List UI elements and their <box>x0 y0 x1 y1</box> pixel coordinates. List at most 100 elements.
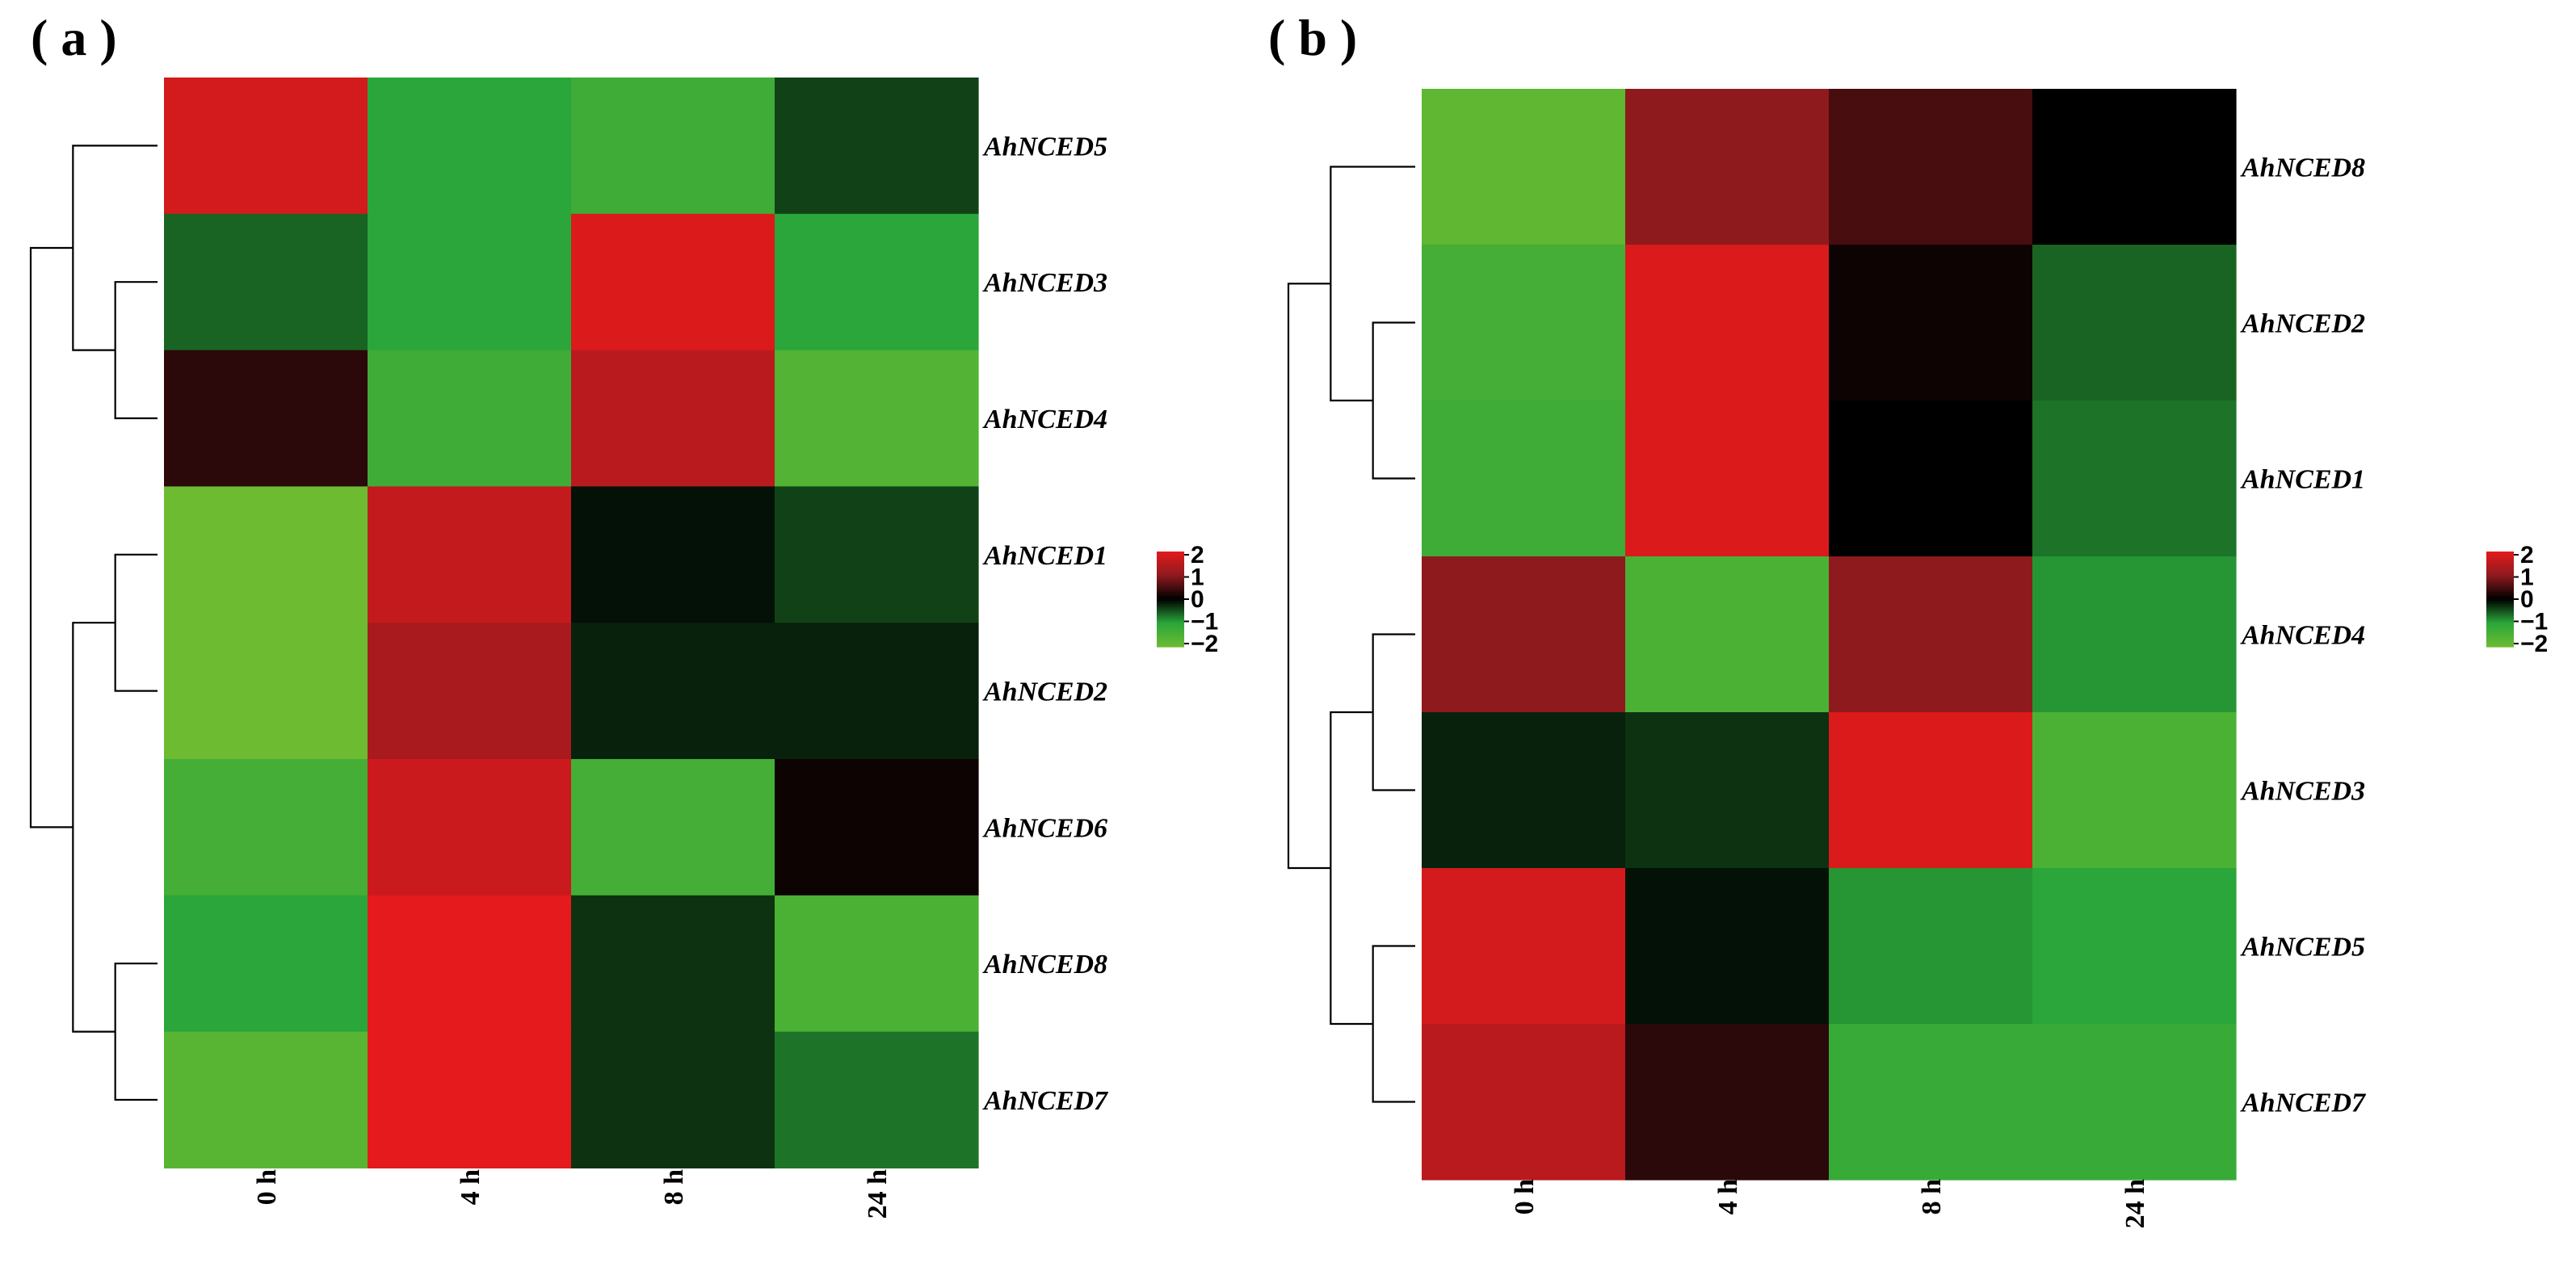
heatmap-cell-AhNCED8-8h <box>571 895 775 1033</box>
legend-color-step <box>1157 558 1184 562</box>
heatmap-cell-AhNCED1-8h <box>571 486 775 623</box>
legend-color-step <box>1157 568 1184 572</box>
legend-color-step <box>1157 623 1184 627</box>
legend-color-step <box>1157 553 1184 557</box>
legend-color-step <box>1157 620 1184 624</box>
legend-color-step <box>2486 610 2514 615</box>
heatmap-cell-AhNCED8-4h <box>368 895 572 1033</box>
legend-tick-label: 0 <box>1191 586 1204 613</box>
legend-color-step <box>2486 553 2514 557</box>
legend-tick-label: 2 <box>2520 542 2534 568</box>
heatmap-cell-AhNCED8-0h <box>1422 89 1626 245</box>
legend-tick-label: 1 <box>2520 564 2534 591</box>
heatmap-cell-AhNCED3-4h <box>368 213 572 351</box>
column-label: 4 h <box>1713 1179 1743 1215</box>
heatmap-cell-AhNCED6-4h <box>368 759 572 896</box>
heatmap-panel-b: ( b ) AhNCED8AhNCED2AhNCED1AhNCED4AhNCED… <box>1268 9 2548 1228</box>
panel-a-label: ( a ) <box>31 9 117 66</box>
panel-b-row-dendrogram <box>1287 166 1415 1103</box>
legend-color-step <box>2486 592 2514 595</box>
panel-b-heatmap-cells <box>1422 89 2237 1181</box>
legend-color-step <box>1157 637 1184 640</box>
heatmap-cell-AhNCED5-4h <box>1625 868 1830 1025</box>
heatmap-cell-AhNCED7-0h <box>1422 1024 1626 1181</box>
legend-tick-label: −1 <box>2520 609 2548 636</box>
legend-color-step <box>2486 606 2514 610</box>
dendrogram-branch <box>1330 711 1373 1026</box>
legend-tick-label: 2 <box>1191 542 1204 568</box>
panel-a-heatmap-cells <box>164 78 979 1168</box>
column-label: 0 h <box>252 1169 282 1206</box>
heatmap-cell-AhNCED6-8h <box>571 759 775 896</box>
heatmap-cell-AhNCED2-4h <box>1625 245 1830 401</box>
heatmap-cell-AhNCED3-0h <box>1422 712 1626 869</box>
heatmap-cell-AhNCED2-8h <box>571 623 775 760</box>
legend-color-step <box>2486 623 2514 627</box>
heatmap-cell-AhNCED7-8h <box>1829 1024 2033 1181</box>
legend-color-step <box>2486 558 2514 562</box>
heatmap-cell-AhNCED1-0h <box>164 486 368 623</box>
legend-color-step <box>2486 575 2514 579</box>
legend-color-step <box>1157 573 1184 577</box>
dendrogram-branch <box>29 246 74 828</box>
legend-color-step <box>2486 615 2514 619</box>
legend-color-step <box>1157 582 1184 585</box>
row-label: AhNCED7 <box>2240 1089 2367 1118</box>
heatmap-cell-AhNCED4-0h <box>1422 556 1626 713</box>
legend-color-step <box>1157 599 1184 602</box>
legend-color-step <box>2486 577 2514 581</box>
heatmap-cell-AhNCED2-4h <box>368 623 572 760</box>
legend-color-step <box>1157 613 1184 617</box>
row-label: AhNCED5 <box>982 132 1107 161</box>
legend-color-step <box>1157 560 1184 564</box>
legend-tick-label: −2 <box>2520 631 2548 657</box>
legend-tick-label: −2 <box>1191 631 1218 657</box>
heatmap-cell-AhNCED5-4h <box>368 78 572 215</box>
legend-color-step <box>1157 615 1184 619</box>
legend-color-step <box>2486 620 2514 624</box>
legend-color-step <box>1157 603 1184 607</box>
legend-color-step <box>1157 565 1184 569</box>
heatmap-cell-AhNCED8-24h <box>775 895 979 1033</box>
heatmap-cell-AhNCED4-4h <box>1625 556 1830 713</box>
heatmap-cell-AhNCED3-24h <box>2032 712 2237 869</box>
legend-color-step <box>2486 563 2514 567</box>
legend-color-step <box>1157 625 1184 628</box>
heatmap-cell-AhNCED4-24h <box>2032 556 2237 713</box>
dendrogram-branch <box>114 963 158 1101</box>
legend-color-step <box>2486 587 2514 590</box>
heatmap-cell-AhNCED5-0h <box>1422 868 1626 1025</box>
heatmap-cell-AhNCED3-8h <box>571 213 775 351</box>
heatmap-cell-AhNCED4-24h <box>775 350 979 487</box>
heatmap-cell-AhNCED2-0h <box>164 623 368 760</box>
heatmap-cell-AhNCED2-24h <box>2032 245 2237 401</box>
legend-tick-label: −1 <box>1191 609 1218 636</box>
legend-color-step <box>1157 640 1184 643</box>
panel-a-row-labels: AhNCED5 AhNCED3 AhNCED4 AhNCED1 AhNCED2 AhNCE… <box>982 132 1109 1116</box>
row-label: AhNCED2 <box>982 677 1107 707</box>
legend-color-step <box>2486 630 2514 633</box>
heatmap-cell-AhNCED4-8h <box>571 350 775 487</box>
heatmap-cell-AhNCED7-4h <box>368 1031 572 1168</box>
legend-color-step <box>1157 618 1184 622</box>
legend-color-step <box>1157 580 1184 583</box>
heatmap-cell-AhNCED7-24h <box>775 1031 979 1168</box>
legend-color-step <box>2486 599 2514 602</box>
heatmap-cell-AhNCED2-24h <box>775 623 979 760</box>
heatmap-cell-AhNCED8-4h <box>1625 89 1830 245</box>
heatmap-cell-AhNCED1-8h <box>1829 401 2033 557</box>
heatmap-cell-AhNCED1-4h <box>368 486 572 623</box>
heatmap-cell-AhNCED4-8h <box>1829 556 2033 713</box>
legend-color-step <box>2486 556 2514 560</box>
row-label: AhNCED8 <box>2240 153 2365 183</box>
row-label: AhNCED2 <box>2240 309 2365 339</box>
legend-color-step <box>1157 585 1184 588</box>
panel-b-column-labels: 0 h 4 h 8 h 24 h <box>1510 1179 2150 1229</box>
legend-color-step <box>1157 563 1184 567</box>
legend-color-step <box>2486 601 2514 605</box>
legend-color-step <box>2486 597 2514 600</box>
legend-color-step <box>1157 608 1184 612</box>
heatmap-cell-AhNCED3-4h <box>1625 712 1830 869</box>
heatmap-cell-AhNCED2-8h <box>1829 245 2033 401</box>
heatmap-cell-AhNCED8-0h <box>164 895 368 1033</box>
